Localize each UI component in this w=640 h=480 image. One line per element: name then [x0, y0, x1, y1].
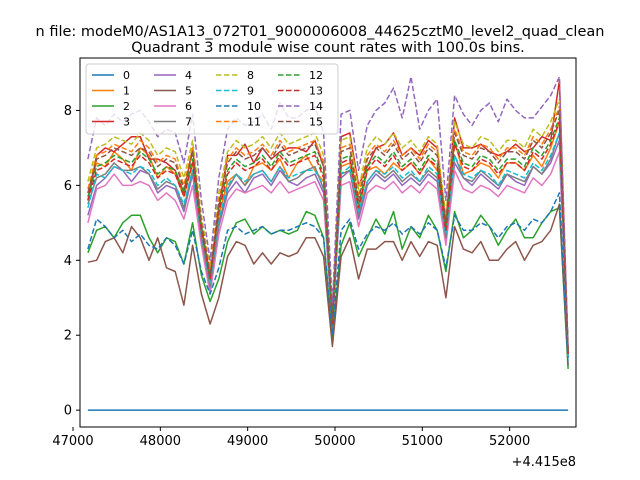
series-line-5	[87, 203, 569, 366]
legend-label-15: 15	[309, 116, 323, 129]
legend-label-4: 4	[185, 69, 192, 82]
legend-label-3: 3	[123, 116, 130, 129]
x-tick-label: 51000	[402, 434, 443, 449]
axes-frame	[79, 57, 577, 428]
figure-suptitle: n file: modeM0/AS1A13_072T01_9000006008_…	[36, 24, 605, 40]
legend-label-13: 13	[309, 85, 323, 98]
x-axis: 47000 48000 49000 50000 51000 52000	[52, 427, 530, 449]
legend-label-5: 5	[185, 85, 192, 98]
y-tick-label: 8	[64, 104, 72, 119]
chart-title: Quadrant 3 module wise count rates with …	[131, 40, 525, 56]
series-line-10	[87, 192, 569, 366]
series-line-2	[87, 207, 569, 369]
series-line-11	[87, 105, 569, 351]
series-line-9	[87, 132, 569, 358]
legend-label-12: 12	[309, 69, 323, 82]
legend-label-8: 8	[247, 69, 254, 82]
x-tick-label: 49000	[227, 434, 268, 449]
legend-box	[85, 63, 339, 135]
legend-label-7: 7	[185, 116, 192, 129]
legend-label-9: 9	[247, 85, 254, 98]
x-offset-text: +4.415e8	[512, 455, 576, 470]
x-tick-label: 47000	[52, 434, 93, 449]
x-tick-label: 48000	[140, 434, 181, 449]
legend-label-14: 14	[309, 100, 323, 113]
legend-label-10: 10	[247, 100, 261, 113]
x-tick-label: 52000	[489, 434, 530, 449]
legend-label-6: 6	[185, 100, 192, 113]
legend-label-0: 0	[123, 69, 130, 82]
legend-label-1: 1	[123, 85, 130, 98]
legend-label-11: 11	[247, 116, 261, 129]
y-tick-label: 2	[64, 329, 72, 344]
y-tick-label: 0	[64, 404, 72, 419]
plot-area	[87, 75, 569, 411]
y-tick-label: 6	[64, 179, 72, 194]
series-line-15	[87, 109, 569, 351]
y-tick-label: 4	[64, 254, 72, 269]
legend-label-2: 2	[123, 100, 130, 113]
x-tick-label: 50000	[314, 434, 355, 449]
y-axis: 0 2 4 6 8	[64, 104, 80, 419]
